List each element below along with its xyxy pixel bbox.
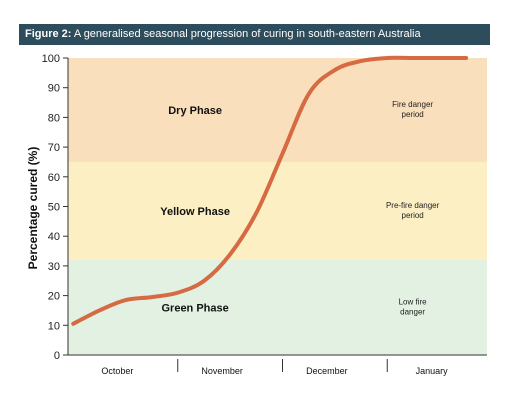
y-tick-label: 10 (48, 320, 60, 332)
band-green-phase (68, 259, 487, 355)
figure-caption: A generalised seasonal progression of cu… (73, 28, 421, 40)
chart-labels: Green Phase Low fire danger Yellow Phase Pre… (160, 100, 439, 317)
band-yellow-phase (68, 161, 487, 260)
y-tick-label: 100 (42, 53, 60, 65)
phase-label: Green Phase (161, 302, 228, 314)
band-dry-phase (68, 58, 487, 162)
y-tick-label: 70 (48, 142, 60, 154)
x-tick-label: December (306, 366, 348, 376)
x-tick-label: October (101, 366, 133, 376)
phase-note: Fire danger period (392, 100, 433, 119)
y-tick-label: 60 (48, 172, 60, 184)
phase-label: Dry Phase (168, 105, 222, 117)
y-tick-label: 40 (48, 231, 60, 243)
curing-series-line (71, 55, 469, 326)
y-tick-label: 90 (48, 83, 60, 95)
y-tick-label: 0 (54, 350, 60, 362)
figure-label: Figure 2: (25, 28, 72, 40)
phase-label: Yellow Phase (160, 206, 230, 218)
y-tick-label: 50 (48, 202, 60, 214)
phase-note: Low fire danger (399, 297, 428, 316)
y-axis-label: Percentage cured (%) (26, 147, 40, 270)
curing-line (71, 55, 469, 326)
phase-bands (68, 58, 487, 355)
y-tick-label: 80 (48, 112, 60, 124)
y-tick-label: 30 (48, 261, 60, 273)
phase-note: Pre-fire danger period (386, 201, 440, 220)
figure-caption-bar: Figure 2: A generalised seasonal progres… (19, 24, 490, 45)
x-tick-label: November (201, 366, 243, 376)
x-tick-label: January (416, 366, 449, 376)
y-tick-label: 20 (48, 291, 60, 303)
axes: 0 10 20 30 40 50 60 70 80 90 100 October November Dec… (42, 53, 487, 376)
